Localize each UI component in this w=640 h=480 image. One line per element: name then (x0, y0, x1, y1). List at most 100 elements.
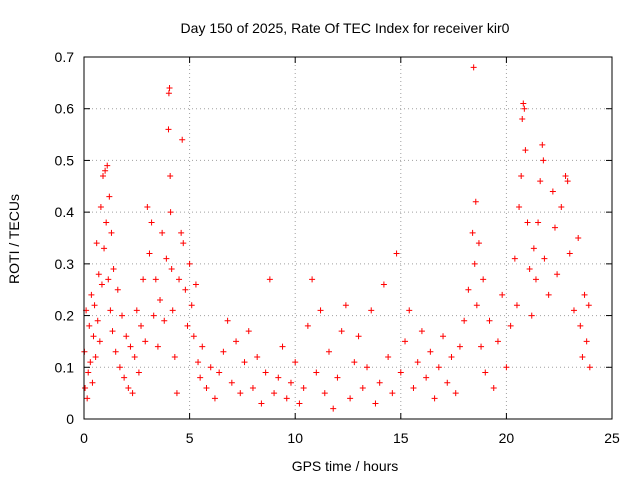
data-point-marker (566, 250, 573, 257)
data-point-marker (199, 343, 206, 350)
data-point-marker (545, 291, 552, 298)
data-point-marker (475, 240, 482, 247)
data-point-marker (402, 338, 409, 345)
data-point-marker (85, 369, 92, 376)
data-point-marker (262, 369, 269, 376)
data-point-marker (241, 359, 248, 366)
x-tick-label: 0 (80, 430, 88, 446)
data-point-marker (440, 333, 447, 340)
x-tick-label: 15 (393, 430, 409, 446)
data-point-marker (249, 384, 256, 391)
data-point-marker (86, 322, 93, 329)
data-point-marker (452, 390, 459, 397)
data-point-marker (519, 116, 526, 123)
data-point-marker (393, 250, 400, 257)
data-point-marker (304, 322, 311, 329)
data-point-marker (163, 255, 170, 262)
data-point-marker (551, 224, 558, 231)
y-tick-label: 0.6 (55, 101, 75, 117)
data-point-marker (142, 338, 149, 345)
data-point-marker (90, 333, 97, 340)
data-point-marker (539, 141, 546, 148)
y-tick-label: 0 (66, 411, 74, 427)
data-point-marker (287, 379, 294, 386)
data-point-marker (167, 209, 174, 216)
data-point-marker (190, 333, 197, 340)
data-point-marker (186, 260, 193, 267)
data-point-marker (150, 312, 157, 319)
data-point-marker (482, 369, 489, 376)
data-point-marker (309, 276, 316, 283)
data-point-marker (558, 203, 565, 210)
data-point-marker (119, 312, 126, 319)
data-point-marker (165, 126, 172, 133)
data-point-marker (585, 302, 592, 309)
y-tick-label: 0.5 (55, 152, 75, 168)
y-axis-label: ROTI / TECUs (6, 194, 22, 284)
data-point-marker (490, 384, 497, 391)
data-point-marker (577, 322, 584, 329)
data-point-marker (84, 395, 91, 402)
data-point-marker (330, 405, 337, 412)
data-point-marker (338, 328, 345, 335)
data-points (81, 64, 593, 412)
data-point-marker (127, 343, 134, 350)
data-point-marker (197, 374, 204, 381)
data-point-marker (406, 307, 413, 314)
data-point-marker (125, 384, 132, 391)
data-point-marker (110, 266, 117, 273)
data-point-marker (518, 172, 525, 179)
data-point-marker (321, 390, 328, 397)
data-point-marker (364, 364, 371, 371)
data-point-marker (480, 276, 487, 283)
y-tick-label: 0.7 (55, 49, 75, 65)
data-point-marker (522, 147, 529, 154)
data-point-marker (108, 229, 115, 236)
data-point-marker (167, 172, 174, 179)
data-point-marker (448, 353, 455, 360)
data-point-marker (581, 291, 588, 298)
data-point-marker (171, 353, 178, 360)
x-tick-label: 10 (287, 430, 303, 446)
data-point-marker (313, 369, 320, 376)
y-tick-label: 0.2 (55, 308, 75, 324)
data-point-marker (275, 374, 282, 381)
data-point-marker (216, 369, 223, 376)
data-point-marker (254, 353, 261, 360)
data-point-marker (184, 322, 191, 329)
data-point-marker (461, 317, 468, 324)
data-point-marker (168, 266, 175, 273)
x-tick-label: 25 (604, 430, 620, 446)
data-point-marker (203, 384, 210, 391)
y-axis: 0 0.1 0.2 0.3 0.4 0.5 0.6 0.7 (55, 49, 612, 427)
data-point-marker (144, 203, 151, 210)
data-point-marker (486, 317, 493, 324)
data-point-marker (93, 240, 100, 247)
data-point-marker (182, 286, 189, 293)
data-point-marker (112, 348, 119, 355)
data-point-marker (456, 343, 463, 350)
data-point-marker (368, 307, 375, 314)
data-point-marker (98, 281, 105, 288)
data-point-marker (283, 395, 290, 402)
data-point-marker (530, 245, 537, 252)
data-point-marker (397, 369, 404, 376)
data-point-marker (541, 255, 548, 262)
data-point-marker (179, 136, 186, 143)
data-point-marker (562, 172, 569, 179)
data-point-marker (94, 317, 101, 324)
data-point-marker (549, 188, 556, 195)
y-tick-label: 0.4 (55, 204, 75, 220)
data-point-marker (159, 229, 166, 236)
data-point-marker (478, 343, 485, 350)
data-point-marker (334, 374, 341, 381)
data-point-marker (157, 297, 164, 304)
data-point-marker (271, 390, 278, 397)
data-point-marker (520, 100, 527, 107)
data-point-marker (469, 229, 476, 236)
data-point-marker (300, 384, 307, 391)
data-point-marker (292, 359, 299, 366)
chart-title: Day 150 of 2025, Rate Of TEC Index for r… (181, 20, 510, 36)
data-point-marker (135, 369, 142, 376)
